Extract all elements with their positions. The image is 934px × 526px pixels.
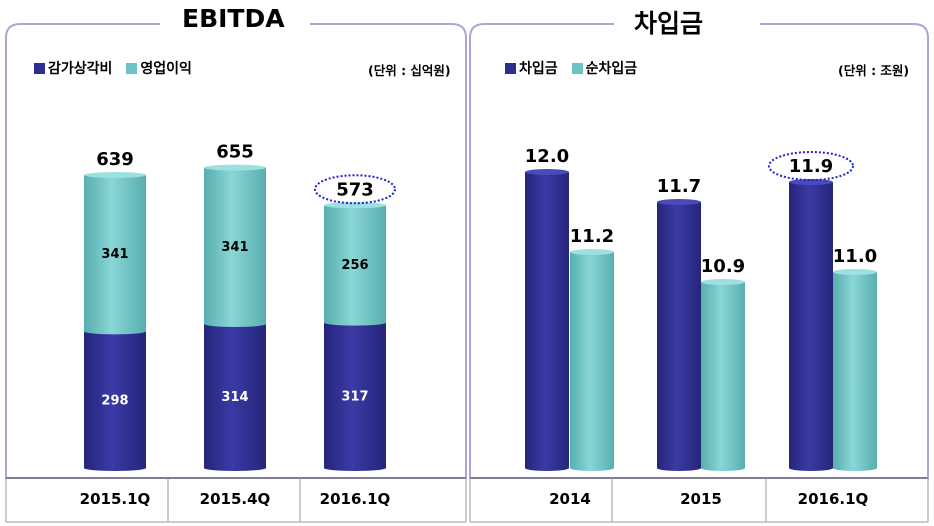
legend-swatch	[126, 63, 138, 74]
legend-item-net-borrowings: 순차입금	[571, 58, 638, 78]
debt-legend: 차입금 순차입금	[505, 58, 637, 78]
bar-net-borrowings-top	[833, 269, 877, 275]
bar-operating-profit-top	[204, 164, 266, 171]
data-label-depreciation: 314	[221, 390, 248, 405]
bar-borrowings-body	[525, 172, 569, 468]
data-label-borrowings: 11.9	[789, 156, 833, 177]
x-tick-label: 2015.1Q	[79, 490, 151, 508]
data-label-total: 639	[96, 149, 134, 170]
legend-item-operating-profit: 영업이익	[126, 58, 192, 78]
bar-net-borrowings-body	[701, 282, 745, 468]
data-label-operating-profit: 256	[341, 258, 368, 273]
data-label-net-borrowings: 11.0	[833, 246, 877, 267]
x-tick-label: 2015	[680, 490, 722, 508]
x-tick-label: 2016.1Q	[319, 490, 391, 508]
bar-borrowings-bottom	[525, 465, 569, 471]
legend-label: 감가상각비	[48, 61, 113, 77]
x-tick-label: 2014	[549, 490, 591, 508]
data-label-depreciation: 298	[101, 394, 128, 409]
bar-depreciation-bottom	[324, 465, 386, 471]
bar-net-borrowings-bottom	[570, 465, 614, 471]
bar-borrowings	[525, 169, 569, 471]
data-label-net-borrowings: 10.9	[701, 256, 745, 277]
data-label-total: 573	[336, 179, 374, 200]
debt-unit: (단위 : 조원)	[838, 63, 910, 78]
bar-borrowings-body	[657, 202, 701, 468]
x-tick-label: 2015.4Q	[199, 490, 271, 508]
legend-item-borrowings: 차입금	[505, 58, 558, 78]
ebitda-legend: 감가상각비 영업이익	[34, 58, 192, 78]
bar-operating-profit-top	[324, 202, 386, 209]
bar-net-borrowings	[701, 279, 745, 471]
legend-label: 차입금	[519, 61, 558, 77]
bar-depreciation-bottom	[204, 465, 266, 471]
legend-swatch	[505, 63, 516, 74]
data-label-borrowings: 11.7	[657, 176, 701, 197]
highlight-ellipse	[314, 174, 396, 205]
highlight-ellipse	[768, 151, 854, 181]
bar-borrowings-body	[789, 182, 833, 468]
bar-operating-profit	[84, 172, 146, 335]
bar-net-borrowings	[570, 249, 614, 471]
bar-net-borrowings-body	[570, 252, 614, 468]
bar-net-borrowings-body	[833, 272, 877, 468]
legend-swatch	[571, 63, 583, 74]
bar-net-borrowings	[833, 269, 877, 471]
bar-operating-profit-body	[204, 167, 266, 325]
legend-label: 영업이익	[140, 61, 192, 77]
bar-depreciation-body	[84, 331, 146, 468]
bar-net-borrowings-top	[570, 249, 614, 255]
bar-borrowings	[657, 199, 701, 471]
legend-swatch	[34, 63, 45, 74]
data-label-depreciation: 317	[341, 389, 368, 404]
debt-title: 차입금	[620, 4, 718, 40]
data-label-operating-profit: 341	[101, 247, 128, 262]
bar-depreciation-bottom	[84, 465, 146, 471]
bar-net-borrowings-top	[701, 279, 745, 285]
bar-net-borrowings-bottom	[701, 465, 745, 471]
bar-borrowings-bottom	[657, 465, 701, 471]
bar-borrowings-bottom	[789, 465, 833, 471]
bar-borrowings-top	[525, 169, 569, 175]
data-label-total: 655	[216, 142, 254, 163]
data-label-net-borrowings: 11.2	[570, 226, 614, 247]
bar-depreciation	[84, 331, 146, 471]
legend-label: 순차입금	[585, 61, 638, 77]
bar-net-borrowings-bottom	[833, 465, 877, 471]
bar-depreciation-body	[204, 324, 266, 468]
bar-operating-profit-top	[84, 172, 146, 178]
bar-operating-profit-bottom	[84, 328, 146, 335]
bar-depreciation	[324, 322, 386, 471]
bar-operating-profit-bottom	[204, 321, 266, 328]
bar-depreciation	[204, 324, 266, 471]
legend-item-depreciation: 감가상각비	[34, 58, 112, 78]
bar-borrowings-top	[789, 179, 833, 185]
data-label-borrowings: 12.0	[525, 146, 569, 167]
bar-borrowings-top	[657, 199, 701, 205]
bar-operating-profit	[204, 164, 266, 328]
bar-borrowings	[789, 179, 833, 471]
bar-operating-profit-bottom	[324, 319, 386, 326]
bar-operating-profit-body	[324, 205, 386, 323]
data-label-operating-profit: 341	[221, 240, 248, 255]
x-tick-label: 2016.1Q	[797, 490, 869, 508]
ebitda-title: EBITDA	[168, 4, 299, 33]
bar-operating-profit	[324, 202, 386, 326]
bar-depreciation-body	[324, 322, 386, 468]
bar-operating-profit-body	[84, 175, 146, 332]
ebitda-unit: (단위 : 십억원)	[368, 63, 451, 78]
